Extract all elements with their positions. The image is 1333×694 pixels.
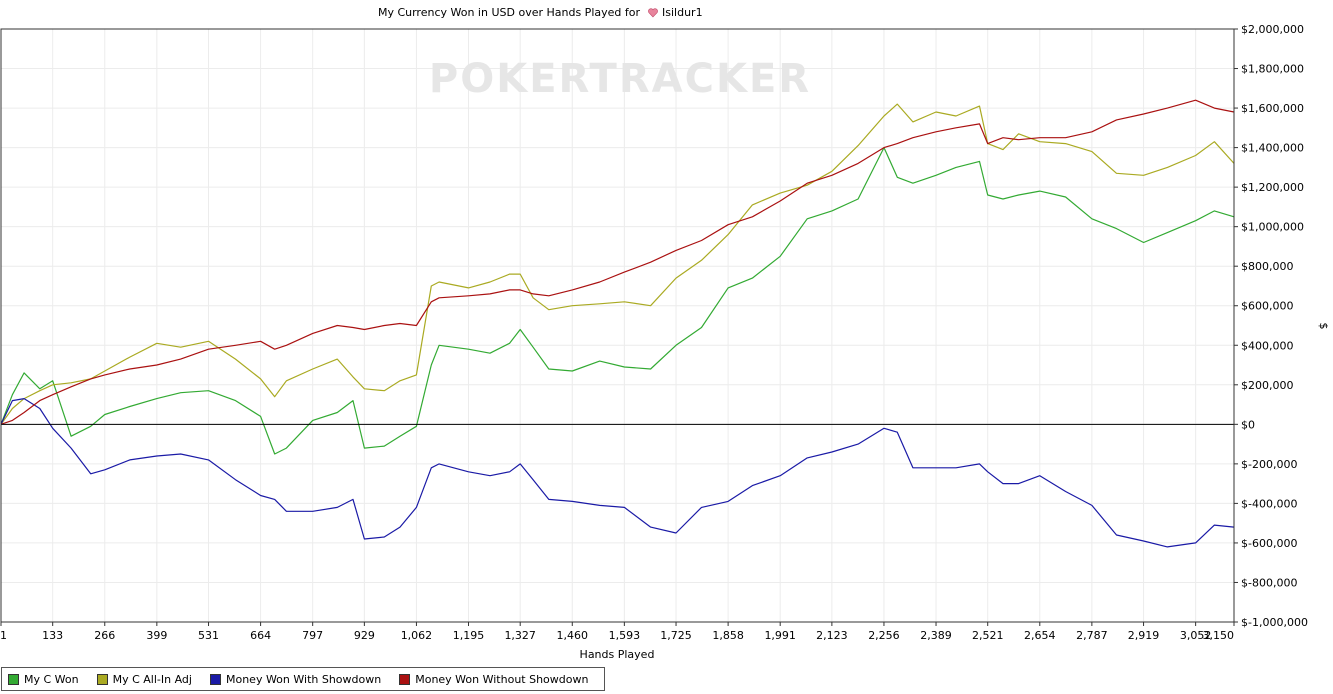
series-line-my-c-all-in-adj xyxy=(0,103,1235,425)
legend-item-money-won-without-showdown[interactable]: Money Won Without Showdown xyxy=(399,673,588,686)
x-tick-label: 399 xyxy=(146,629,167,642)
x-tick-label: 1,593 xyxy=(609,629,641,642)
y-tick-label: $1,800,000 xyxy=(1241,63,1304,76)
x-tick-label: 266 xyxy=(94,629,115,642)
x-axis-label: Hands Played xyxy=(580,648,655,661)
x-axis-ticks: 1 133 266 399 531 664 797 929 1,062 1,195 1,327 1,4… xyxy=(0,622,1235,642)
y-tick-label: $400,000 xyxy=(1241,339,1294,352)
y-tick-label: $200,000 xyxy=(1241,379,1294,392)
y-tick-label: $1,600,000 xyxy=(1241,102,1304,115)
legend-swatch xyxy=(96,673,108,685)
y-tick-label: $600,000 xyxy=(1241,300,1294,313)
x-tick-label: 664 xyxy=(250,629,271,642)
x-tick-label: 1,195 xyxy=(453,629,485,642)
legend-item-money-won-with-showdown[interactable]: Money Won With Showdown xyxy=(209,672,382,686)
x-tick-label: 2,123 xyxy=(816,629,848,642)
chart-player-name: Isildur1 xyxy=(662,6,703,19)
legend-label: My C Won xyxy=(24,672,79,686)
y-axis-label: $ xyxy=(1317,323,1330,330)
x-tick-label: 1,327 xyxy=(504,629,536,642)
x-tick-label: 531 xyxy=(198,629,219,642)
y-tick-label: $1,400,000 xyxy=(1241,142,1304,155)
y-tick-label: $-200,000 xyxy=(1241,458,1297,471)
y-tick-label: $-800,000 xyxy=(1241,576,1297,589)
heart-icon xyxy=(648,8,658,18)
x-tick-label: 1,062 xyxy=(401,629,433,642)
x-tick-label: 3,052 xyxy=(1180,629,1212,642)
legend-swatch xyxy=(209,673,221,685)
x-tick-label: 2,389 xyxy=(920,629,952,642)
x-tick-label: 2,919 xyxy=(1128,629,1160,642)
y-tick-label: $2,000,000 xyxy=(1241,23,1304,36)
y-tick-label: $0 xyxy=(1241,418,1255,431)
y-tick-label: $1,000,000 xyxy=(1241,221,1304,234)
x-tick-label: 929 xyxy=(354,629,375,642)
y-tick-label: $-400,000 xyxy=(1241,497,1297,510)
legend-item-my-c-all-in-adj[interactable]: My C All-In Adj xyxy=(96,672,192,686)
x-tick-label: 2,256 xyxy=(868,629,900,642)
chart-legend: My C Won My C All-In Adj Money Won With … xyxy=(1,667,605,691)
chart-title: My Currency Won in USD over Hands Played… xyxy=(378,6,641,19)
chart-grid xyxy=(0,28,1235,623)
series-line-money-won-with-showdown xyxy=(0,398,1235,548)
x-tick-label: 1,858 xyxy=(712,629,744,642)
x-tick-label: 797 xyxy=(302,629,323,642)
x-tick-label: 2,787 xyxy=(1076,629,1108,642)
chart-title-group: My Currency Won in USD over Hands Played… xyxy=(378,6,703,19)
x-tick-label: 133 xyxy=(42,629,63,642)
y-tick-label: $-600,000 xyxy=(1241,537,1297,550)
y-tick-label: $-1,000,000 xyxy=(1241,616,1308,629)
x-tick-label: 1 xyxy=(0,629,7,642)
plot-frame xyxy=(0,28,1235,623)
x-tick-label: 1,725 xyxy=(660,629,692,642)
series-line-money-won-without-showdown xyxy=(0,99,1235,425)
legend-label: Money Won With Showdown xyxy=(225,672,382,686)
pokertracker-watermark: POKERTRACKER xyxy=(429,56,811,102)
series-line-my-c-won xyxy=(0,147,1235,455)
x-tick-label: 2,654 xyxy=(1024,629,1056,642)
legend-swatch xyxy=(8,673,19,685)
legend-item-my-c-won[interactable]: My C Won xyxy=(8,673,79,686)
legend-label: My C All-In Adj xyxy=(112,672,192,686)
x-tick-label: 2,521 xyxy=(972,629,1004,642)
chart-series xyxy=(0,99,1235,548)
x-tick-label: 1,460 xyxy=(557,629,589,642)
x-tick-label: 1,991 xyxy=(764,629,796,642)
y-axis-ticks: $2,000,000 $1,800,000 $1,600,000 $1,400,000… xyxy=(1234,23,1308,629)
y-tick-label: $1,200,000 xyxy=(1241,181,1304,194)
x-tick-label: 3,150 xyxy=(1203,629,1235,642)
legend-label: Money Won Without Showdown xyxy=(415,672,589,686)
y-tick-label: $800,000 xyxy=(1241,260,1294,273)
legend-swatch xyxy=(399,673,411,685)
